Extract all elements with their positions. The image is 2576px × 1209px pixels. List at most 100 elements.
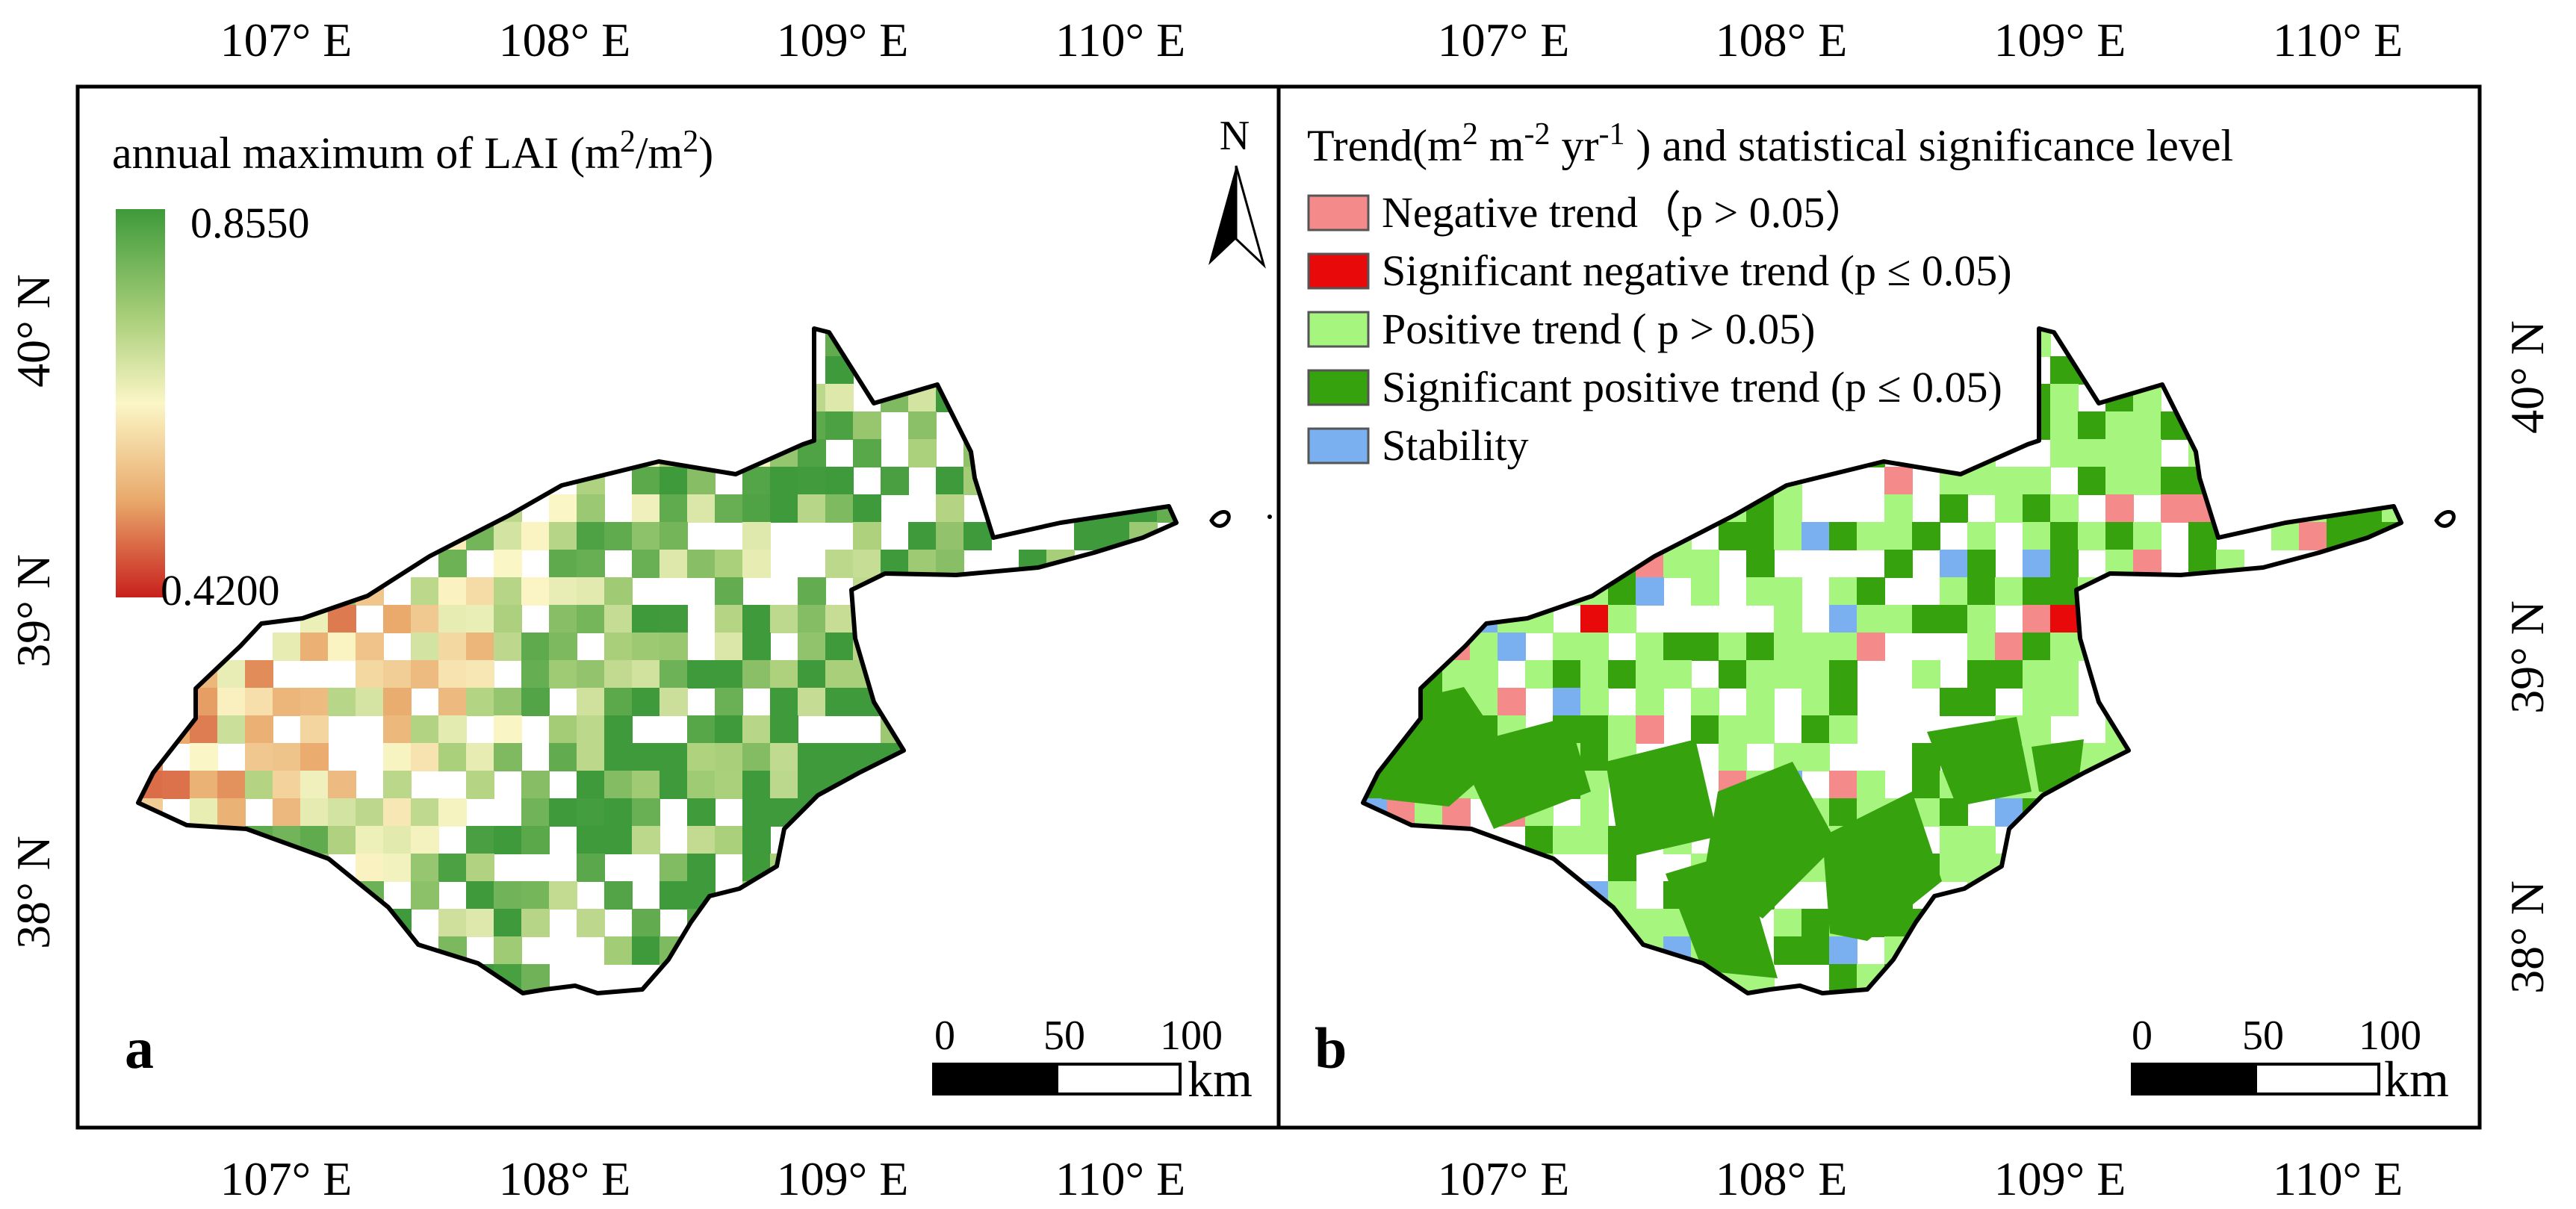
lai-cell: [715, 356, 743, 385]
trend-cell: [2271, 633, 2300, 661]
trend-cell: [1829, 633, 1857, 661]
lai-cell: [300, 467, 329, 495]
trend-cell: [2216, 329, 2244, 357]
trend-cell: [2382, 909, 2401, 937]
lai-cell: [687, 964, 716, 992]
trend-cell: [1912, 771, 1940, 799]
lai-cell: [991, 909, 1019, 937]
lai-cell: [742, 743, 771, 771]
lai-cell: [383, 329, 412, 357]
lai-cell: [715, 494, 743, 523]
lai-cell: [742, 522, 771, 550]
lai-cell: [991, 881, 1019, 910]
lai-cell: [521, 577, 550, 606]
lai-cell: [715, 550, 743, 578]
lon-label: 109° E: [777, 1152, 909, 1205]
trend-cell: [2271, 467, 2300, 495]
lai-cell: [825, 660, 854, 689]
trend-cell: [2216, 909, 2244, 937]
lai-cell: [577, 356, 605, 385]
lai-cell: [963, 411, 992, 440]
lai-cell: [908, 577, 937, 606]
scale-tick: 50: [2242, 1013, 2284, 1059]
trend-cell: [1774, 660, 1802, 689]
trend-cell: [1387, 660, 1415, 689]
lai-cell: [190, 329, 218, 357]
lon-label: 108° E: [499, 1152, 631, 1205]
lai-cell: [936, 329, 964, 357]
lai-cell: [411, 743, 439, 771]
lai-cell: [1102, 964, 1130, 992]
trend-cell: [1829, 936, 1857, 965]
trend-cell: [2244, 329, 2272, 357]
trend-cell: [1829, 439, 1857, 467]
lai-cell: [770, 771, 798, 799]
lai-cell: [1129, 743, 1158, 771]
lai-cell: [908, 329, 937, 357]
trend-cell: [2133, 909, 2161, 937]
lai-cell: [604, 411, 633, 440]
lai-cell: [162, 633, 190, 661]
lai-cell: [1046, 356, 1075, 385]
trend-cell: [1801, 688, 1830, 716]
trend-cell: [1580, 826, 1609, 854]
trend-cell: [2327, 660, 2355, 689]
trend-cell: [2271, 577, 2300, 606]
trend-cell: [1636, 688, 1664, 716]
lai-cell: [411, 964, 439, 992]
legend-entry: Negative trend（p > 0.05）: [1382, 188, 1868, 237]
trend-cell: [1553, 992, 1581, 993]
trend-cell: [2354, 964, 2383, 992]
lai-cell: [273, 743, 301, 771]
lai-cell: [853, 439, 881, 467]
lai-cell: [273, 771, 301, 799]
trend-cell: [1719, 633, 1747, 661]
lai-cell: [659, 992, 688, 993]
trend-cell: [1525, 992, 1554, 993]
panel-label: a: [125, 1016, 154, 1081]
lai-cell: [245, 909, 273, 937]
trend-cell: [1442, 909, 1471, 937]
scale-tick: 100: [1160, 1013, 1223, 1059]
trend-cell: [2133, 329, 2161, 357]
lai-cell: [659, 633, 688, 661]
lai-cell: [798, 688, 826, 716]
trend-cell: [1636, 992, 1664, 993]
lai-cell: [825, 688, 854, 716]
trend-cell: [1442, 494, 1471, 523]
north-letter: N: [1220, 113, 1250, 159]
lai-cell: [438, 992, 467, 993]
lai-cell: [411, 329, 439, 357]
lai-cell: [853, 550, 881, 578]
lai-cell: [604, 743, 633, 771]
trend-cell: [1829, 771, 1857, 799]
lai-cell: [770, 384, 798, 412]
trend-cell: [2188, 577, 2217, 606]
lai-cell: [687, 439, 716, 467]
lai-cell: [245, 964, 273, 992]
trend-cell: [1608, 550, 1636, 578]
lon-label: 108° E: [499, 13, 631, 66]
trend-cell: [1940, 550, 1968, 578]
trend-cell: [1967, 605, 1996, 633]
lai-cell: [1019, 633, 1047, 661]
lai-cell: [1019, 688, 1047, 716]
lai-cell: [383, 467, 412, 495]
lai-cell: [521, 881, 550, 910]
lai-cell: [217, 356, 246, 385]
lai-cell: [991, 743, 1019, 771]
lai-cell: [991, 467, 1019, 495]
trend-cell: [2161, 329, 2189, 357]
lai-cell: [273, 411, 301, 440]
lai-cell: [687, 660, 716, 689]
trend-cell: [2133, 798, 2161, 827]
trend-cell: [2188, 522, 2217, 550]
trend-cell: [2216, 660, 2244, 689]
lai-cell: [577, 411, 605, 440]
lai-cell: [162, 411, 190, 440]
lai-cell: [1129, 964, 1158, 992]
scale-segment: [2254, 1063, 2380, 1095]
trend-cell: [1363, 577, 1388, 606]
lai-cell: [825, 909, 854, 937]
lai-cell: [715, 688, 743, 716]
